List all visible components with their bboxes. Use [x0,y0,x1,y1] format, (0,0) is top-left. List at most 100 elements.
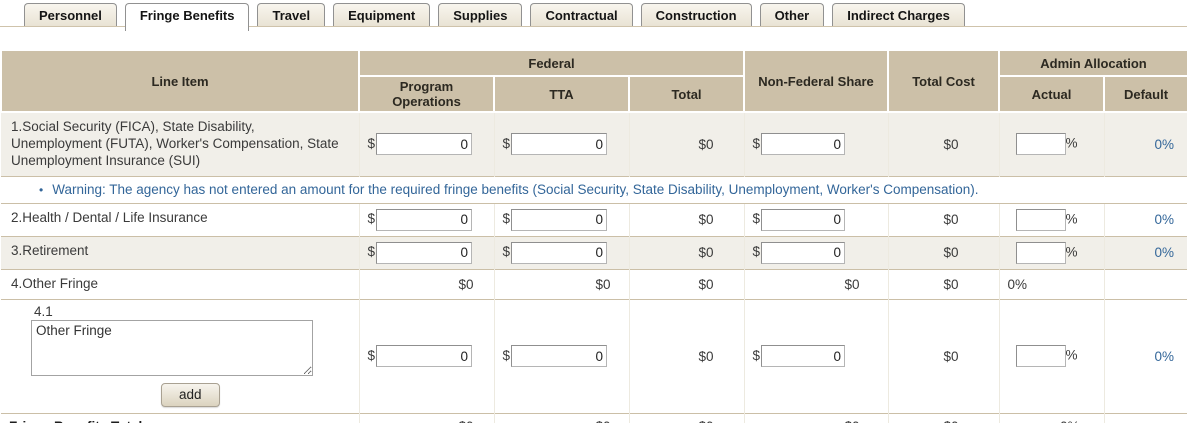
health-tta-input[interactable] [511,208,608,231]
retirement-line-item-label: 3.Retirement [1,235,359,270]
fica-federal-total: $0 [628,111,744,177]
fringe-benefits-total-row: Fringe Benefits Total: $0 $0 $0 $0 $0 0% [1,412,1187,423]
currency-symbol: $ [367,244,376,260]
other-fringe-item-non-federal-input[interactable] [761,345,846,367]
tab-other[interactable]: Other [759,3,825,26]
col-header-line-item: Line Item [0,49,360,113]
total-non-federal: $0 [743,412,888,423]
health-non-federal-input[interactable] [761,208,846,231]
fringe-warning: • Warning: The agency has not entered an … [1,175,1187,204]
retirement-program-operations-input[interactable] [376,241,473,264]
warning-row: • Warning: The agency has not entered an … [1,175,1187,204]
tab-supplies[interactable]: Supplies [438,3,523,26]
retirement-federal-total: $0 [628,235,744,270]
total-federal: $0 [628,412,744,423]
health-total-cost: $0 [887,202,999,237]
currency-symbol: $ [367,347,376,363]
fica-tta-cell: $ [493,111,629,177]
other-fringe-total-cost: $0 [887,268,999,299]
tab-travel[interactable]: Travel [257,3,326,26]
health-non-federal-cell: $ [743,202,888,237]
table-row-health: 2.Health / Dental / Life Insurance $ $ $… [1,202,1187,237]
tab-construction[interactable]: Construction [640,3,752,26]
health-actual-cell: % [998,202,1104,237]
percent-symbol: % [1065,211,1078,227]
currency-symbol: $ [367,211,376,227]
currency-symbol: $ [752,244,761,260]
currency-symbol: $ [752,135,761,151]
total-cost: $0 [887,412,999,423]
retirement-tta-input[interactable] [511,241,608,264]
percent-symbol: % [1065,347,1078,363]
other-fringe-item-tta-input[interactable] [511,345,608,367]
percent-symbol: % [1065,244,1078,260]
col-header-program-operations: Program Operations [358,75,495,113]
other-fringe-item-tta-cell: $ [493,298,629,413]
health-actual-pct-input[interactable] [1015,208,1066,231]
bullet-icon: • [39,182,44,197]
other-fringe-item-federal-total: $0 [628,298,744,413]
other-fringe-item-total-cost: $0 [887,298,999,413]
fringe-benefits-total-label: Fringe Benefits Total: [1,412,359,423]
retirement-non-federal-input[interactable] [761,241,846,264]
add-button[interactable]: add [161,382,220,407]
other-fringe-default-pct [1103,268,1187,299]
other-fringe-item-program-cell: $ [358,298,494,413]
tab-indirect-charges[interactable]: Indirect Charges [832,3,965,26]
other-fringe-item-program-input[interactable] [376,345,473,367]
other-fringe-item-default-pct: 0% [1103,298,1187,413]
fica-non-federal-cell: $ [743,111,888,177]
fica-total-cost: $0 [887,111,999,177]
retirement-program-operations-cell: $ [358,235,494,270]
fica-actual-pct-input[interactable] [1015,133,1066,156]
col-header-actual: Actual [998,75,1105,113]
tab-personnel[interactable]: Personnel [24,3,117,26]
other-fringe-federal-total: $0 [628,268,744,299]
health-federal-total: $0 [628,202,744,237]
tab-equipment[interactable]: Equipment [333,3,431,26]
fica-line-item-label: 1.Social Security (FICA), State Disabili… [1,111,359,177]
retirement-non-federal-cell: $ [743,235,888,270]
fica-tta-input[interactable] [511,133,608,156]
health-program-operations-cell: $ [358,202,494,237]
table-row-fica: 1.Social Security (FICA), State Disabili… [1,111,1187,177]
currency-symbol: $ [502,211,511,227]
fica-actual-cell: % [998,111,1104,177]
tab-fringe-benefits[interactable]: Fringe Benefits [124,3,250,31]
retirement-tta-cell: $ [493,235,629,270]
total-program-operations: $0 [358,412,494,423]
fica-default-pct: 0% [1103,111,1187,177]
health-program-operations-input[interactable] [376,208,473,231]
currency-symbol: $ [752,347,761,363]
other-fringe-item-non-federal-cell: $ [743,298,888,413]
table-row-other-fringe-item: 4.1 Other Fringe add $ $ $0 $ $0 % 0% [1,298,1187,413]
health-default-pct: 0% [1103,202,1187,237]
col-header-tta: TTA [493,75,630,113]
table-row-retirement: 3.Retirement $ $ $0 $ $0 % 0% [1,235,1187,270]
fica-program-operations-input[interactable] [376,133,473,156]
table-row-other-fringe: 4.Other Fringe $0 $0 $0 $0 $0 0% [1,268,1187,299]
col-header-admin-allocation: Admin Allocation [998,49,1187,77]
retirement-actual-pct-input[interactable] [1015,241,1066,264]
other-fringe-item-actual-cell: % [998,298,1104,413]
fica-program-operations-cell: $ [358,111,494,177]
other-fringe-tta-total: $0 [493,268,629,299]
fringe-benefits-table: Line Item Federal Non-Federal Share Tota… [0,49,1187,423]
currency-symbol: $ [367,135,376,151]
fica-non-federal-input[interactable] [761,133,846,156]
other-fringe-item-number: 4.1 [34,303,53,319]
health-line-item-label: 2.Health / Dental / Life Insurance [1,202,359,237]
col-header-default: Default [1103,75,1187,113]
currency-symbol: $ [752,211,761,227]
col-header-federal: Federal [358,49,745,77]
currency-symbol: $ [502,135,511,151]
currency-symbol: $ [502,347,511,363]
other-fringe-item-actual-pct-input[interactable] [1015,345,1066,367]
other-fringe-line-item-label: 4.Other Fringe [1,268,359,299]
other-fringe-item-cell: 4.1 Other Fringe add [1,298,359,413]
col-header-non-federal-share: Non-Federal Share [743,49,889,113]
other-fringe-description-textarea[interactable]: Other Fringe [31,319,313,376]
fringe-warning-text: Warning: The agency has not entered an a… [52,181,979,197]
currency-symbol: $ [502,244,511,260]
tab-contractual[interactable]: Contractual [530,3,633,26]
